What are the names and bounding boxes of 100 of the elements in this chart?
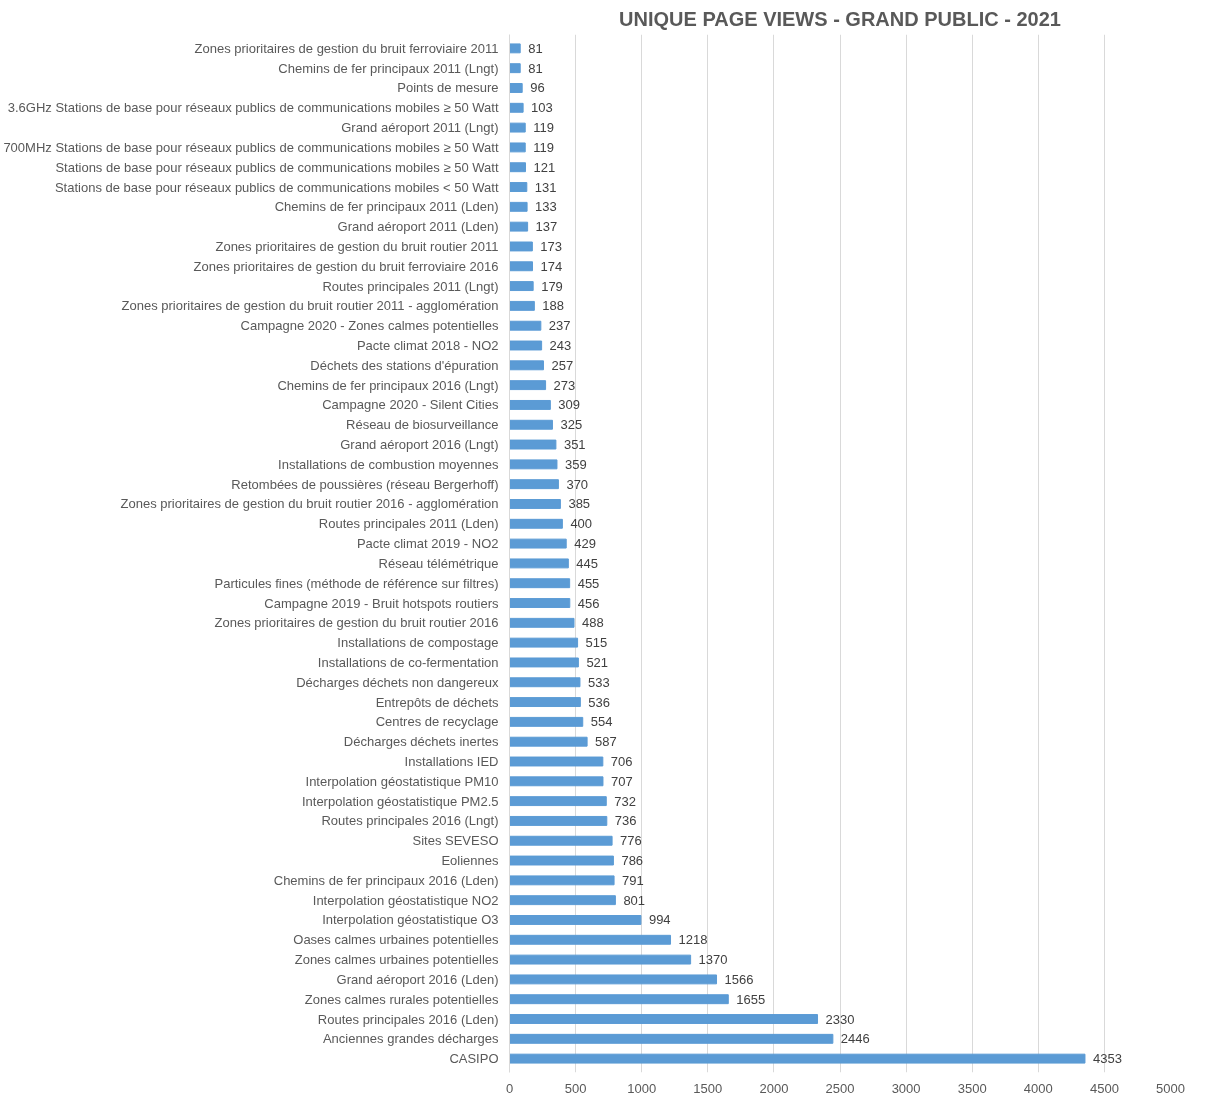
y-tick-label: Interpolation géostatistique NO2 [312, 892, 499, 908]
bar [509, 320, 542, 331]
data-label: 791 [622, 872, 644, 888]
data-label: 554 [590, 714, 613, 730]
data-label: 707 [610, 773, 633, 789]
x-tick-label: 4500 [1089, 1080, 1119, 1096]
data-label: 103 [531, 100, 553, 116]
data-label: 174 [540, 258, 563, 274]
bar [509, 459, 558, 470]
y-tick-label: Anciennes grandes décharges [322, 1031, 499, 1047]
y-tick-label: Campagne 2020 - Zones calmes potentielles [240, 318, 499, 334]
chart-title: UNIQUE PAGE VIEWS - GRAND PUBLIC - 2021 [619, 7, 1061, 30]
bar [509, 102, 524, 113]
data-label: 137 [535, 219, 558, 235]
y-tick-label: Réseau de biosurveillance [346, 417, 499, 433]
data-label: 2330 [825, 1011, 855, 1027]
bar [509, 83, 523, 93]
y-tick-label: Interpolation géostatistique PM10 [305, 773, 499, 789]
data-label: 351 [563, 437, 586, 453]
y-tick-label: CASIPO [449, 1051, 499, 1067]
x-tick-label: 1000 [627, 1080, 657, 1096]
data-label: 179 [541, 278, 563, 294]
bar [509, 974, 718, 985]
y-tick-label: Installations IED [404, 754, 499, 769]
data-label: 237 [548, 318, 571, 334]
data-label: 243 [549, 338, 572, 353]
bar [509, 736, 588, 747]
bar [509, 1033, 834, 1044]
bar [509, 776, 604, 787]
bar [509, 142, 526, 153]
y-tick-label: Zones prioritaires de gestion du bruit ferroviaire 2016 [193, 258, 499, 274]
bar [509, 716, 584, 727]
data-label: 1218 [678, 932, 708, 948]
bar [509, 419, 553, 430]
bar [509, 241, 533, 252]
y-tick-label: Chemins de fer principaux 2011 (Lngt) [278, 60, 499, 76]
data-label: 515 [585, 635, 608, 651]
x-tick-label: 3000 [891, 1080, 921, 1096]
y-tick-label: Zones prioritaires de gestion du bruit ferroviaire 2011 [194, 40, 499, 56]
y-tick-label: Zones calmes rurales potentielles [304, 991, 499, 1007]
data-label: 400 [570, 516, 593, 532]
bar [509, 201, 528, 212]
bar [509, 182, 528, 192]
data-label: 429 [574, 536, 596, 552]
data-label: 370 [566, 476, 589, 492]
y-tick-label: Oases calmes urbaines potentielles [293, 932, 499, 948]
data-label: 173 [540, 238, 563, 254]
y-tick-label: Déchets des stations d'épuration [310, 357, 499, 373]
x-tick-label: 3500 [957, 1080, 987, 1096]
data-label: 732 [614, 793, 636, 809]
y-tick-label: Décharges déchets non dangereux [296, 674, 499, 690]
bar [509, 617, 575, 628]
bar [509, 360, 544, 371]
data-label: 521 [586, 654, 609, 670]
y-tick-label: Décharges déchets inertes [343, 734, 499, 750]
y-tick-label: Centres de recyclage [375, 714, 499, 730]
bar [509, 558, 569, 569]
data-label: 385 [568, 496, 591, 512]
y-tick-label: Zones prioritaires de gestion du bruit routier 2011 [215, 238, 499, 254]
data-label: 533 [587, 674, 610, 690]
bar [509, 1014, 819, 1024]
bar [509, 578, 571, 589]
data-label: 119 [533, 139, 554, 155]
bar [509, 835, 613, 846]
y-tick-label: Retombées de poussières (réseau Bergerhoff) [231, 476, 499, 492]
x-tick-label: 5000 [1156, 1080, 1185, 1096]
bar [509, 281, 534, 292]
y-tick-label: Points de mesure [397, 80, 499, 96]
bar [509, 657, 579, 668]
bar [509, 499, 561, 509]
data-label: 121 [533, 159, 556, 175]
y-tick-label: Installations de combustion moyennes [278, 456, 499, 472]
bar [509, 1053, 1086, 1064]
data-label: 2446 [840, 1031, 870, 1047]
data-label: 1566 [724, 971, 754, 987]
data-label: 188 [542, 298, 565, 314]
data-label: 801 [623, 892, 646, 908]
y-tick-label: Particules fines (méthode de référence sur filtres) [214, 575, 499, 591]
y-tick-label: Grand aéroport 2011 (Lngt) [341, 120, 499, 136]
data-label: 257 [551, 357, 574, 373]
bar [509, 915, 642, 925]
bar [509, 697, 581, 708]
data-label: 1370 [698, 952, 728, 968]
y-tick-label: Routes principales 2011 (Lden) [318, 516, 499, 532]
bar [509, 340, 543, 351]
bar [509, 895, 616, 906]
bar [509, 380, 547, 391]
x-tick-label: 2500 [825, 1080, 855, 1096]
data-label: 119 [533, 120, 554, 136]
bar [509, 756, 604, 767]
bar [509, 954, 692, 965]
y-tick-label: Chemins de fer principaux 2011 (Lden) [274, 199, 499, 215]
data-label: 273 [553, 377, 576, 393]
y-tick-label: Zones prioritaires de gestion du bruit routier 2016 - agglomération [120, 496, 499, 512]
y-tick-label: Zones calmes urbaines potentielles [294, 952, 499, 968]
data-label: 1655 [736, 991, 766, 1007]
bar [509, 677, 581, 688]
data-label: 536 [588, 694, 611, 710]
data-label: 456 [577, 595, 600, 611]
bar [509, 221, 529, 232]
